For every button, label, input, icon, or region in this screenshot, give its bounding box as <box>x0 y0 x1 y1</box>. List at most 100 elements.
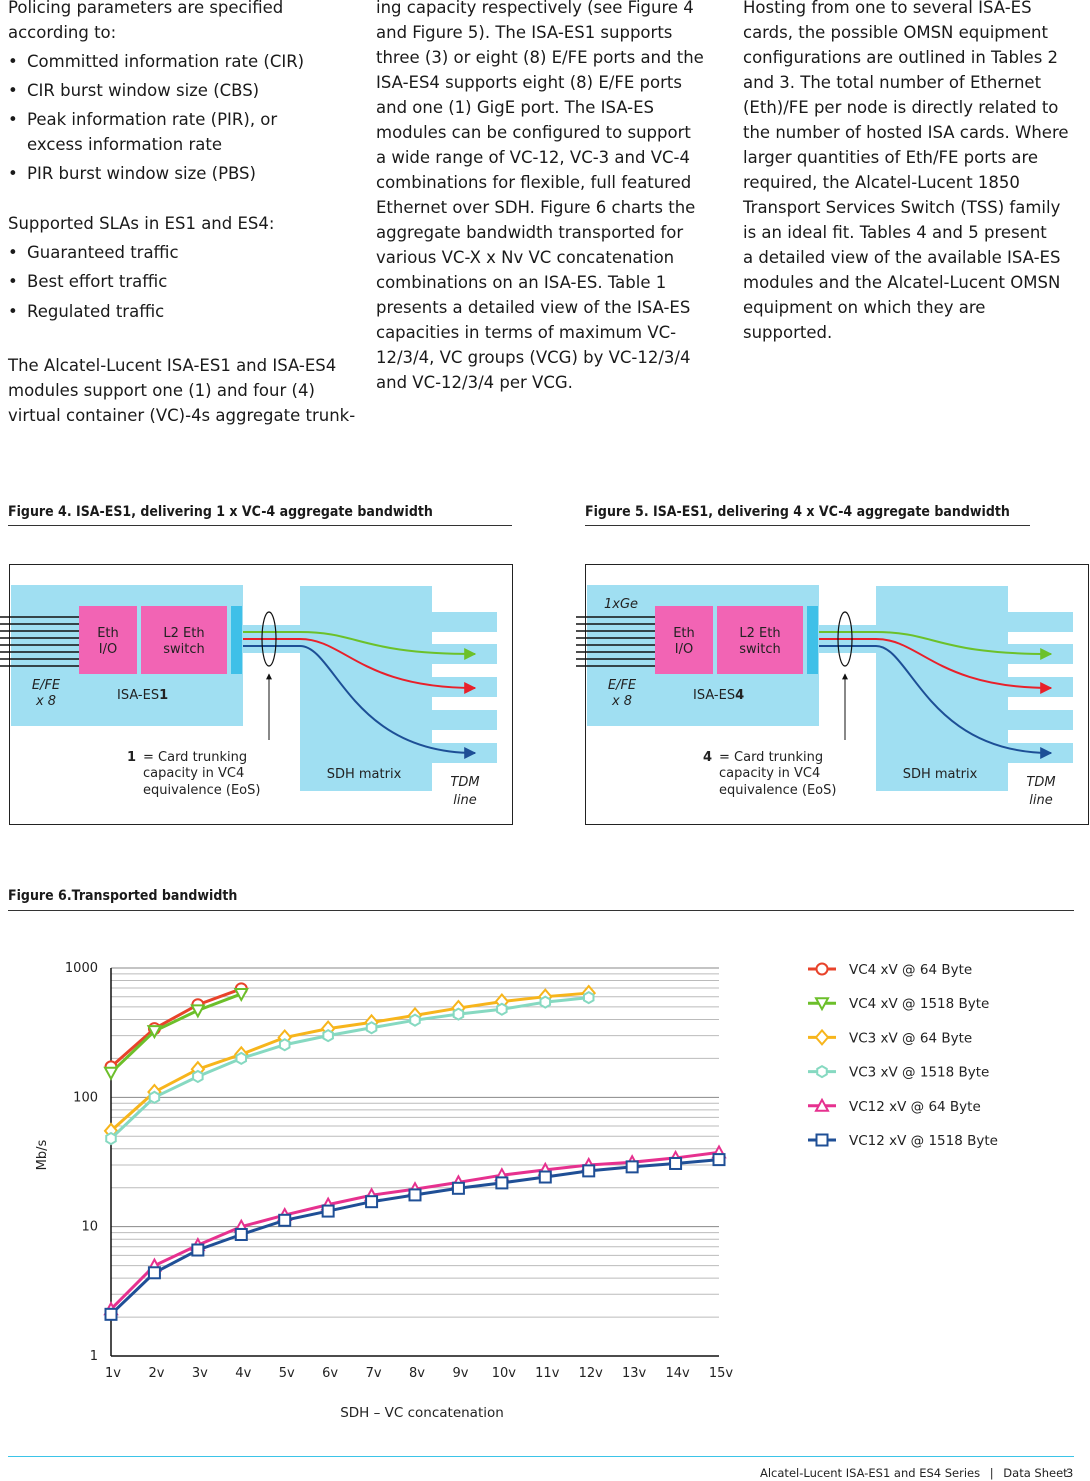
data-point-diamond <box>814 1028 830 1046</box>
text-line: capacities in terms of maximum VC- <box>376 323 677 342</box>
text-line: modules and the Alcatel-Lucent OMSN <box>743 273 1061 292</box>
data-point-circle <box>815 962 829 976</box>
series-line <box>109 991 589 1133</box>
text-line: required, the Alcatel-Lucent 1850 <box>743 173 1020 192</box>
eth-io-label: Eth <box>97 626 119 641</box>
text-line: ing capacity respectively (see Figure 4 <box>376 0 694 17</box>
blue-path-arrow <box>819 645 1053 759</box>
data-point-hexagon <box>322 1028 334 1043</box>
figure-5-caption: Figure 5. ISA-ES1, delivering 4 x VC-4 a… <box>585 504 1010 520</box>
data-point-square <box>104 1307 118 1321</box>
data-point-square <box>191 1243 205 1257</box>
text-line: Ethernet over SDH. Figure 6 charts the <box>376 198 696 217</box>
bullet-item: Peak information rate (PIR), or <box>8 110 277 130</box>
data-point-hexagon <box>192 1069 204 1084</box>
eth-io-block <box>655 606 713 674</box>
data-point-triangle-up <box>814 1097 830 1112</box>
sdh-matrix-block <box>300 586 432 791</box>
series-line <box>109 996 589 1140</box>
data-point-square <box>365 1195 379 1209</box>
sdh-matrix-label: SDH matrix <box>903 767 978 782</box>
footer-text: Alcatel-Lucent ISA-ES1 and ES4 Series | … <box>760 1466 1068 1480</box>
y-tick-label: 10 <box>81 1220 98 1235</box>
x-tick-label: 2v <box>148 1366 164 1381</box>
legend-label: VC3 xV @ 1518 Byte <box>849 1065 989 1081</box>
bullet-item: Best effort traffic <box>8 272 167 292</box>
series-5 <box>104 1153 726 1321</box>
port-label: x 8 <box>35 694 56 709</box>
data-point-square <box>234 1227 248 1241</box>
bullet-item: PIR burst window size (PBS) <box>8 164 256 184</box>
series-3 <box>105 990 595 1146</box>
sdh-matrix-label: SDH matrix <box>327 767 402 782</box>
gige-label: 1xGe <box>604 597 638 612</box>
text-line: (Eth)/FE per node is directly related to <box>743 98 1059 117</box>
series-line <box>110 987 242 1068</box>
legend-item: VC3 xV @ 1518 Byte <box>808 1065 989 1081</box>
text-line: a detailed view of the available ISA-ES <box>743 248 1061 267</box>
switch-label: switch <box>163 642 205 657</box>
data-point-hexagon <box>409 1013 421 1027</box>
tdm-line-label: TDM <box>1026 775 1055 790</box>
trunk-bundle-ellipse <box>837 611 853 667</box>
text-line: modules can be configured to support <box>376 123 691 142</box>
figure-6-rule <box>8 910 1074 911</box>
x-tick-label: 13v <box>622 1366 647 1381</box>
eth-io-block <box>79 606 137 674</box>
trunk-note: capacity in VC4 <box>143 766 244 781</box>
x-tick-label: 4v <box>235 1366 251 1381</box>
data-point-square <box>582 1164 596 1178</box>
text-line: excess information rate <box>27 135 222 154</box>
figure-6-caption: Figure 6.Transported bandwidth <box>8 888 238 904</box>
figure-5-rule <box>585 525 1030 526</box>
y-tick-label: 1000 <box>65 961 98 976</box>
series-2 <box>103 984 597 1140</box>
data-point-hexagon <box>278 1038 291 1052</box>
data-point-hexagon <box>235 1051 248 1066</box>
figure-frame <box>585 564 1089 825</box>
footer-separator: | <box>989 1466 994 1480</box>
trunk-interface-bar <box>807 606 818 674</box>
data-point-hexagon <box>582 990 595 1005</box>
data-point-triangle-down <box>233 987 249 1003</box>
data-point-square <box>495 1176 509 1190</box>
legend-label: VC4 xV @ 1518 Byte <box>849 996 989 1012</box>
data-point-hexagon <box>365 1021 378 1035</box>
legend-item: VC4 xV @ 64 Byte <box>808 962 972 978</box>
data-point-square <box>278 1213 292 1227</box>
page-number: 3 <box>1066 1466 1074 1480</box>
module-prefix: ISA-ES <box>117 688 159 703</box>
trunk-note: = Card trunking <box>719 750 823 765</box>
green-path-arrow <box>819 631 1053 660</box>
text-line: combinations for flexible, full featured <box>376 173 692 192</box>
text-line: according to: <box>8 23 117 42</box>
data-point-square <box>451 1181 465 1195</box>
x-tick-label: 10v <box>492 1366 517 1381</box>
text-line: a wide range of VC-12, VC-3 and VC-4 <box>376 148 690 167</box>
legend-label: VC4 xV @ 64 Byte <box>849 962 972 978</box>
trunk-number: 1 <box>127 750 136 765</box>
legend-label: VC12 xV @ 64 Byte <box>849 1099 981 1115</box>
data-point-triangle-down <box>814 997 830 1012</box>
data-point-hexagon <box>148 1090 161 1104</box>
legend-label: VC3 xV @ 64 Byte <box>849 1030 972 1046</box>
port-label: x 8 <box>611 694 632 709</box>
module-label: ISA-ES1 <box>117 688 168 703</box>
green-path-arrow <box>243 631 477 660</box>
text-line: the number of hosted ISA cards. Where <box>743 123 1069 142</box>
port-label: E/FE <box>608 678 637 693</box>
trunk-interface-bar <box>231 606 242 674</box>
x-tick-label: 1v <box>105 1366 121 1381</box>
figure-4-caption: Figure 4. ISA-ES1, delivering 1 x VC-4 a… <box>8 504 433 520</box>
bullet-item: Regulated traffic <box>8 302 164 322</box>
eth-io-label: I/O <box>675 642 693 657</box>
x-tick-label: 8v <box>409 1366 425 1381</box>
module-number: 1 <box>159 688 168 703</box>
data-point-square <box>669 1156 683 1170</box>
text-line: virtual container (VC)-4s aggregate trun… <box>8 406 356 425</box>
x-axis-label: SDH – VC concatenation <box>340 1405 504 1421</box>
text-line: supported. <box>743 323 833 342</box>
data-point-hexagon <box>452 1007 465 1021</box>
text-line: Hosting from one to several ISA-ES <box>743 0 1032 17</box>
trunk-note: = Card trunking <box>143 750 247 765</box>
